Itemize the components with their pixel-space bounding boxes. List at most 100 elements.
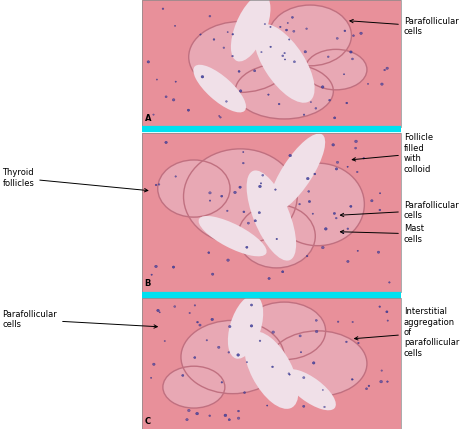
Circle shape [300,351,302,353]
Circle shape [288,373,290,375]
Circle shape [151,274,152,275]
Circle shape [293,61,295,63]
Circle shape [324,228,327,230]
Circle shape [303,114,305,115]
Ellipse shape [235,63,333,119]
Circle shape [381,370,383,372]
Circle shape [302,405,305,408]
Circle shape [194,356,196,359]
Text: Follicle
filled
with
colloid: Follicle filled with colloid [352,133,433,174]
Circle shape [381,83,383,85]
Ellipse shape [244,331,299,409]
Ellipse shape [269,5,351,66]
Ellipse shape [305,49,367,90]
Circle shape [328,56,329,57]
Circle shape [324,406,325,408]
Circle shape [353,35,355,36]
Circle shape [280,26,281,27]
Circle shape [343,74,345,75]
Circle shape [333,212,336,214]
Circle shape [289,39,290,40]
Ellipse shape [189,21,292,92]
Circle shape [208,252,210,254]
Circle shape [172,266,175,268]
Circle shape [258,211,261,214]
Circle shape [247,222,249,224]
Ellipse shape [199,216,267,257]
Circle shape [360,32,363,34]
Bar [142,298,401,429]
Ellipse shape [254,24,315,103]
Circle shape [209,15,211,17]
Ellipse shape [193,65,246,112]
Circle shape [276,238,278,240]
Circle shape [227,210,228,211]
Text: Parafollicular
cells: Parafollicular cells [340,200,459,220]
Circle shape [384,69,385,71]
Circle shape [221,381,223,383]
Circle shape [158,184,160,185]
Circle shape [187,109,190,111]
Circle shape [173,305,176,308]
Circle shape [352,321,354,323]
Circle shape [379,193,381,194]
Circle shape [234,191,237,193]
Circle shape [243,211,245,213]
Ellipse shape [269,331,367,396]
Circle shape [337,321,339,323]
Circle shape [250,325,253,327]
Circle shape [244,392,246,393]
Text: B: B [145,279,151,288]
Circle shape [351,58,354,60]
Circle shape [355,140,357,143]
Circle shape [209,415,210,417]
Circle shape [387,381,388,382]
Circle shape [356,171,358,173]
Circle shape [334,117,336,119]
Circle shape [368,385,370,387]
Circle shape [261,51,262,53]
Circle shape [250,304,253,306]
Circle shape [232,33,234,35]
Circle shape [246,246,248,248]
Circle shape [213,39,215,40]
Circle shape [335,218,337,219]
Circle shape [237,417,240,420]
Bar [142,298,401,429]
Circle shape [239,90,242,92]
Circle shape [367,83,369,85]
Circle shape [264,23,265,25]
Circle shape [344,30,346,32]
Circle shape [357,250,358,251]
Bar [142,0,401,127]
Circle shape [268,94,269,95]
Circle shape [386,311,388,313]
Bar [142,133,401,292]
Circle shape [266,405,268,406]
Circle shape [377,251,380,254]
Circle shape [260,183,262,184]
Circle shape [227,259,229,261]
Circle shape [254,220,256,222]
Bar [142,0,401,127]
Circle shape [274,189,276,190]
Circle shape [386,67,389,69]
Circle shape [351,379,353,380]
Circle shape [282,55,284,57]
Circle shape [321,86,324,88]
Circle shape [164,340,165,341]
Bar [142,133,401,292]
Circle shape [336,161,339,163]
Circle shape [156,79,157,80]
Circle shape [147,61,150,63]
Circle shape [289,374,290,375]
Circle shape [358,342,359,344]
Circle shape [347,228,349,230]
Circle shape [306,28,308,30]
Circle shape [299,203,301,205]
Circle shape [165,96,167,98]
Circle shape [197,321,199,323]
Circle shape [211,318,213,320]
Text: Mast
cells: Mast cells [340,224,424,244]
Ellipse shape [183,149,297,244]
